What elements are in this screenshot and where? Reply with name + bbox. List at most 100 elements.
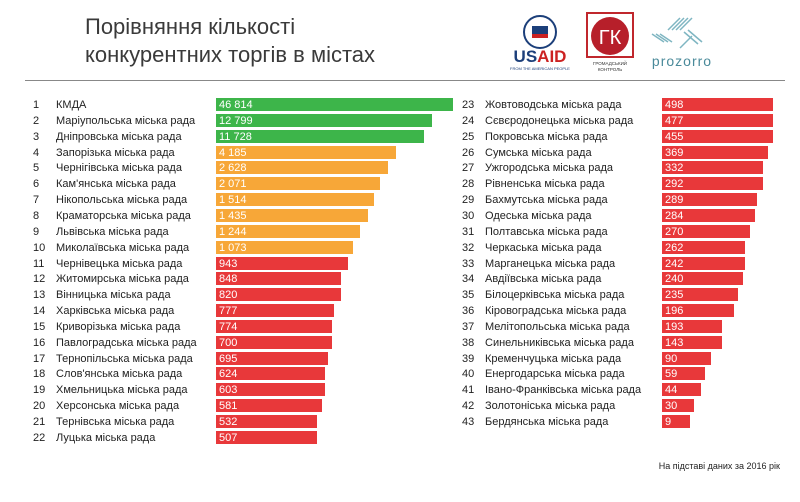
value-label: 603	[219, 384, 238, 397]
chart-row: 13 Вінницька міська рада 820	[33, 288, 363, 302]
value-label: 284	[665, 209, 684, 222]
rank-label: 23	[462, 99, 475, 111]
category-label: Одеська міська рада	[485, 209, 592, 222]
bar: 196	[662, 304, 734, 318]
rank-label: 40	[462, 368, 475, 381]
category-label: Луцька міська рада	[56, 431, 156, 444]
value-label: 581	[219, 400, 238, 413]
chart-row: 39 Кременчуцька міська рада 90	[462, 351, 792, 366]
bar: 292	[662, 177, 763, 191]
rank-label: 25	[462, 130, 475, 143]
value-label: 193	[665, 320, 684, 333]
category-label: Золотоніська міська рада	[485, 400, 616, 413]
prozorro-logo: prozorro	[651, 17, 711, 69]
value-label: 196	[665, 305, 684, 318]
chart-row: 25 Покровська міська рада 455	[462, 129, 792, 144]
value-label: 624	[219, 368, 238, 381]
bar: 455	[662, 129, 773, 143]
chart-row: 5 Чернігівська міська рада 2 628	[33, 161, 388, 175]
value-label: 820	[219, 289, 238, 302]
bar: 695	[216, 351, 328, 365]
chart-row: 16 Павлоградська міська рада 700	[33, 335, 363, 350]
chart-row: 42 Золотоніська міська рада 30	[462, 399, 792, 413]
value-label: 30	[665, 400, 678, 413]
bar: 44	[662, 383, 701, 397]
rank-label: 39	[462, 352, 475, 365]
value-label: 9	[665, 416, 672, 428]
chart-row: 2 Маріупольська міська рада 12 799	[33, 113, 432, 128]
bar: 46 814	[216, 98, 453, 111]
rank-label: 32	[462, 241, 475, 254]
bar: 289	[662, 193, 757, 207]
category-label: Івано-Франківська міська рада	[485, 384, 642, 397]
chart-row: 36 Кіровоградська міська рада 196	[462, 304, 792, 318]
bar: 4 185	[216, 145, 396, 159]
rank-label: 14	[33, 305, 46, 318]
category-label: Павлоградська міська рада	[56, 336, 197, 349]
category-label: Харківська міська рада	[56, 305, 175, 318]
value-label: 270	[665, 225, 684, 238]
value-label: 242	[665, 257, 684, 270]
bar: 532	[216, 415, 317, 428]
bar: 1 514	[216, 193, 374, 207]
value-label: 1 244	[219, 225, 247, 238]
value-label: 2 071	[219, 178, 247, 191]
chart-row: 29 Бахмутська міська рада 289	[462, 193, 792, 207]
value-label: 235	[665, 289, 684, 302]
chart-row: 6 Кам'янська міська рада 2 071	[33, 177, 380, 191]
category-label: Криворізька міська рада	[56, 320, 181, 333]
chart-row: 17 Тернопільська міська рада 695	[33, 351, 363, 366]
bar: 820	[216, 288, 341, 302]
chart-row: 14 Харківська міська рада 777	[33, 304, 363, 318]
chart-row: 15 Криворізька міська рада 774	[33, 319, 363, 334]
category-label: Тернівська міська рада	[56, 416, 175, 428]
chart-row: 4 Запорізька міська рада 4 185	[33, 145, 396, 160]
value-label: 700	[219, 336, 238, 349]
svg-text:FROM THE AMERICAN PEOPLE: FROM THE AMERICAN PEOPLE	[510, 66, 570, 71]
bar: 30	[662, 399, 694, 413]
category-label: Синельниківська міська рада	[485, 336, 634, 349]
value-label: 848	[219, 273, 238, 286]
value-label: 44	[665, 384, 678, 397]
chart-row: 8 Краматорська міська рада 1 435	[33, 208, 368, 223]
value-label: 1 514	[219, 194, 247, 207]
category-label: Тернопільська міська рада	[56, 352, 193, 365]
bar: 143	[662, 335, 722, 349]
title-line-1: Порівняння кількості	[85, 14, 296, 39]
value-label: 695	[219, 352, 238, 365]
value-label: 12 799	[219, 114, 253, 127]
category-label: Марганецька міська рада	[485, 257, 616, 270]
value-label: 332	[665, 162, 684, 175]
category-label: Ужгородська міська рада	[485, 162, 613, 175]
category-label: Краматорська міська рада	[56, 209, 191, 222]
rank-label: 17	[33, 352, 46, 365]
bar: 332	[662, 161, 763, 175]
category-label: КМДА	[56, 99, 87, 111]
rank-label: 27	[462, 162, 475, 175]
rank-label: 38	[462, 336, 475, 349]
bar: 700	[216, 335, 332, 349]
category-label: Рівненська міська рада	[485, 178, 605, 191]
rank-label: 20	[33, 400, 46, 413]
svg-text:USAID: USAID	[514, 47, 567, 66]
category-label: Покровська міська рада	[485, 130, 608, 143]
chart-row: 3 Дніпровська міська рада 11 728	[33, 129, 424, 144]
rank-label: 7	[33, 194, 40, 207]
rank-label: 21	[33, 416, 46, 428]
category-label: Черкаська міська рада	[485, 241, 602, 254]
rank-label: 42	[462, 400, 475, 413]
category-label: Слов'янська міська рада	[56, 368, 183, 381]
value-label: 262	[665, 241, 684, 254]
title-line-2: конкурентних торгів в містах	[85, 42, 376, 67]
chart-row: 10 Миколаївська міська рада 1 073	[33, 240, 363, 255]
rank-label: 28	[462, 178, 475, 191]
chart-row: 27 Ужгородська міська рада 332	[462, 161, 792, 175]
chart-row: 18 Слов'янська міська рада 624	[33, 367, 363, 381]
category-label: Кам'янська міська рада	[56, 178, 176, 191]
rank-label: 16	[33, 336, 46, 349]
bar: 1 073	[216, 240, 353, 254]
chart-row: 24 Сєвєродонецька міська рада 477	[462, 113, 792, 128]
value-label: 292	[665, 178, 684, 191]
category-label: Мелітопольська міська рада	[485, 320, 630, 333]
